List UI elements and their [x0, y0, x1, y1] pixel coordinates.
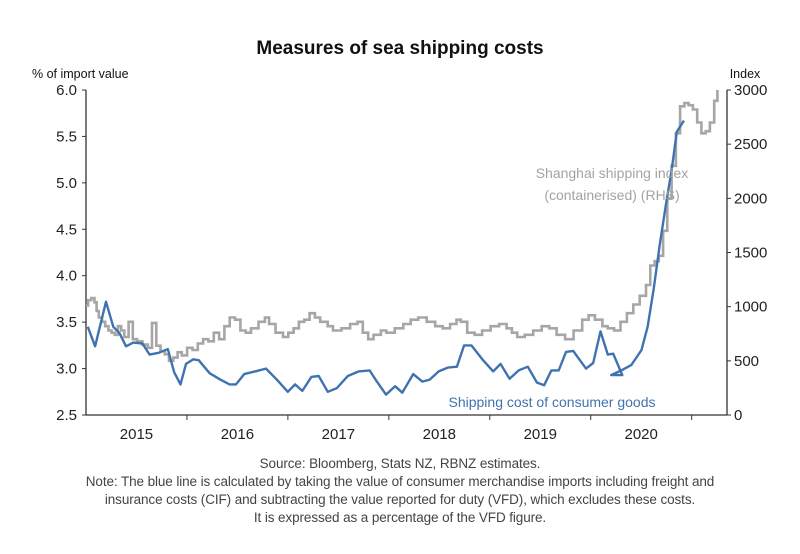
footnote-line-3: It is expressed as a percentage of the V…: [253, 510, 547, 525]
right-tick-label: 2000: [734, 190, 767, 207]
annotation-shipping-cost: Shipping cost of consumer goods: [448, 394, 655, 410]
left-axis-label: % of import value: [32, 67, 129, 81]
right-tick-label: 500: [734, 353, 759, 370]
source-note: Source: Bloomberg, Stats NZ, RBNZ estima…: [259, 456, 541, 471]
chart-svg: Measures of sea shipping costs % of impo…: [32, 38, 767, 440]
left-tick-label: 2.5: [56, 407, 77, 424]
right-tick-label: 3000: [734, 82, 767, 99]
right-tick-label: 0: [734, 407, 742, 424]
annotation-shanghai-line1: Shanghai shipping index: [536, 165, 689, 181]
series-line-shanghai-index: [86, 90, 719, 363]
right-axis-label: Index: [730, 67, 761, 81]
right-tick-label: 1000: [734, 299, 767, 316]
chart-title: Measures of sea shipping costs: [256, 38, 543, 59]
left-tick-label: 3.0: [56, 361, 77, 378]
left-tick-label: 5.5: [56, 128, 77, 145]
x-tick-label: 2018: [423, 426, 456, 440]
x-tick-label: 2015: [120, 426, 153, 440]
series-line-shipping-cost: [86, 119, 685, 396]
right-tick-label: 1500: [734, 245, 767, 262]
right-tick-label: 2500: [734, 136, 767, 153]
axes: 6.0 5.5 5.0 4.5 4.0 3.5 3.0 2.5 3000 2500 2000 1500…: [56, 82, 767, 440]
x-tick-label: 2019: [524, 426, 557, 440]
left-tick-label: 3.5: [56, 314, 77, 331]
footnote-line-1: Note: The blue line is calculated by tak…: [85, 474, 715, 489]
left-tick-label: 6.0: [56, 82, 77, 99]
x-tick-label: 2020: [625, 426, 658, 440]
footnote-line-2: insurance costs (CIF) and subtracting th…: [104, 492, 696, 507]
annotation-shanghai-line2: (containerised) (RHS): [544, 187, 679, 203]
x-tick-label: 2017: [322, 426, 355, 440]
x-tick-label: 2016: [221, 426, 254, 440]
left-tick-label: 5.0: [56, 175, 77, 192]
left-tick-label: 4.0: [56, 268, 77, 285]
series-group: [86, 90, 719, 396]
left-tick-label: 4.5: [56, 221, 77, 238]
